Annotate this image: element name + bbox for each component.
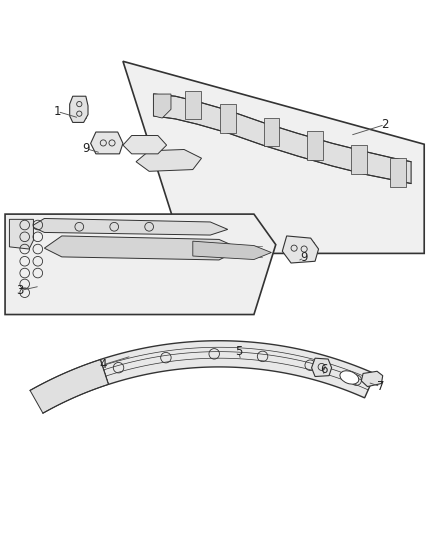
Polygon shape — [31, 219, 228, 235]
Text: 5: 5 — [235, 345, 242, 358]
Polygon shape — [193, 241, 272, 260]
Polygon shape — [91, 132, 123, 154]
Polygon shape — [100, 341, 375, 398]
Polygon shape — [10, 220, 33, 249]
Polygon shape — [361, 372, 383, 386]
Polygon shape — [264, 118, 279, 147]
Polygon shape — [5, 214, 276, 314]
Polygon shape — [283, 236, 318, 263]
Text: 2: 2 — [381, 118, 389, 131]
Polygon shape — [70, 96, 88, 123]
Polygon shape — [390, 158, 406, 187]
Polygon shape — [307, 131, 323, 160]
Polygon shape — [123, 61, 424, 253]
Text: 1: 1 — [54, 105, 61, 118]
Text: 4: 4 — [99, 358, 107, 372]
Polygon shape — [136, 149, 201, 171]
Polygon shape — [185, 91, 201, 119]
Ellipse shape — [340, 371, 359, 384]
Polygon shape — [44, 236, 241, 260]
Polygon shape — [220, 104, 236, 133]
Text: 7: 7 — [377, 380, 384, 393]
Polygon shape — [311, 358, 332, 376]
Polygon shape — [30, 360, 108, 413]
Polygon shape — [153, 94, 411, 183]
Text: 9: 9 — [82, 142, 90, 155]
Polygon shape — [153, 94, 171, 118]
Text: 6: 6 — [320, 362, 328, 376]
Text: 3: 3 — [17, 284, 24, 297]
Polygon shape — [351, 144, 367, 174]
Polygon shape — [123, 135, 166, 154]
Text: 9: 9 — [300, 251, 308, 264]
